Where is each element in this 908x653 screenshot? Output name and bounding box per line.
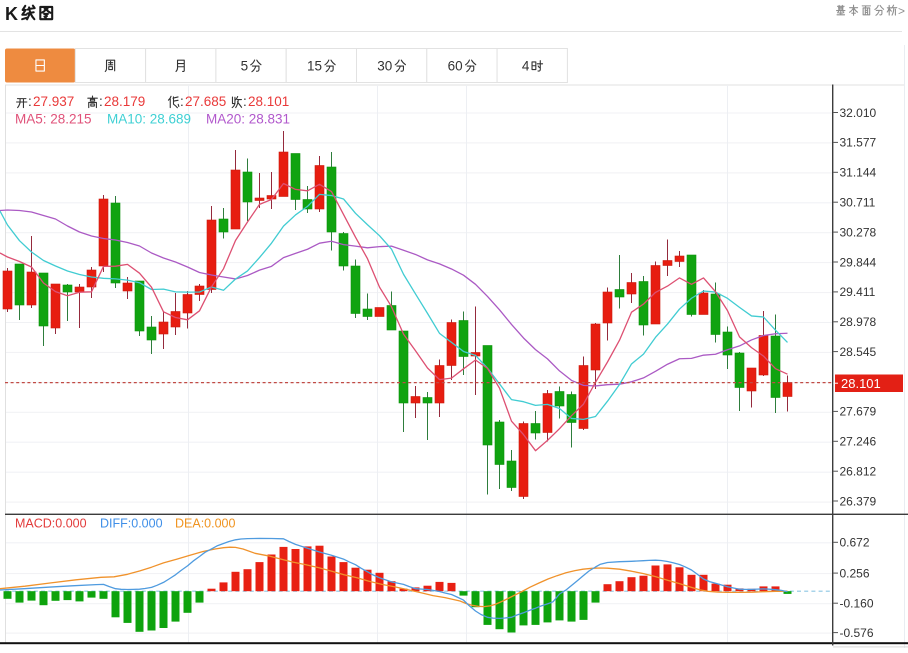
svg-text:30.711: 30.711 (840, 196, 876, 210)
svg-text:DEA:0.000: DEA:0.000 (175, 517, 236, 531)
svg-text::: : (28, 94, 32, 109)
svg-text:30: 30 (377, 59, 392, 74)
svg-text:MA10: 28.689: MA10: 28.689 (107, 112, 191, 127)
svg-text:MACD:0.000: MACD:0.000 (15, 517, 87, 531)
svg-text:30.278: 30.278 (840, 225, 877, 239)
svg-text:31.577: 31.577 (840, 136, 877, 150)
svg-text::: : (243, 94, 247, 109)
svg-text:DIFF:0.000: DIFF:0.000 (100, 517, 163, 531)
svg-text:0.672: 0.672 (840, 536, 870, 550)
svg-text:27.937: 27.937 (33, 94, 74, 109)
svg-text:28.179: 28.179 (104, 94, 145, 109)
svg-text:28.101: 28.101 (248, 94, 289, 109)
svg-text:60: 60 (448, 59, 463, 74)
svg-text:29.844: 29.844 (840, 255, 877, 269)
svg-text:15: 15 (307, 59, 322, 74)
svg-text:0.256: 0.256 (840, 566, 870, 580)
svg-text:29.411: 29.411 (840, 285, 876, 299)
svg-text:28.101: 28.101 (841, 376, 881, 391)
svg-text:>: > (898, 4, 905, 18)
svg-text:31.144: 31.144 (840, 166, 877, 180)
svg-text:K: K (5, 4, 18, 24)
svg-text::: : (99, 94, 103, 109)
svg-text:MA5: 28.215: MA5: 28.215 (15, 112, 92, 127)
svg-text:28.978: 28.978 (840, 315, 877, 329)
svg-text:27.685: 27.685 (185, 94, 226, 109)
svg-text:-0.576: -0.576 (840, 626, 874, 640)
svg-text:28.545: 28.545 (840, 345, 877, 359)
svg-text:MA20: 28.831: MA20: 28.831 (206, 112, 290, 127)
svg-text:27.246: 27.246 (840, 435, 877, 449)
svg-text:26.812: 26.812 (840, 465, 877, 479)
svg-text:5: 5 (241, 59, 249, 74)
svg-text:26.379: 26.379 (840, 494, 877, 508)
svg-text:27.679: 27.679 (840, 405, 877, 419)
svg-text:4: 4 (522, 59, 530, 74)
svg-text:-0.160: -0.160 (840, 597, 874, 611)
svg-text:32.010: 32.010 (840, 106, 877, 120)
svg-text::: : (180, 94, 184, 109)
